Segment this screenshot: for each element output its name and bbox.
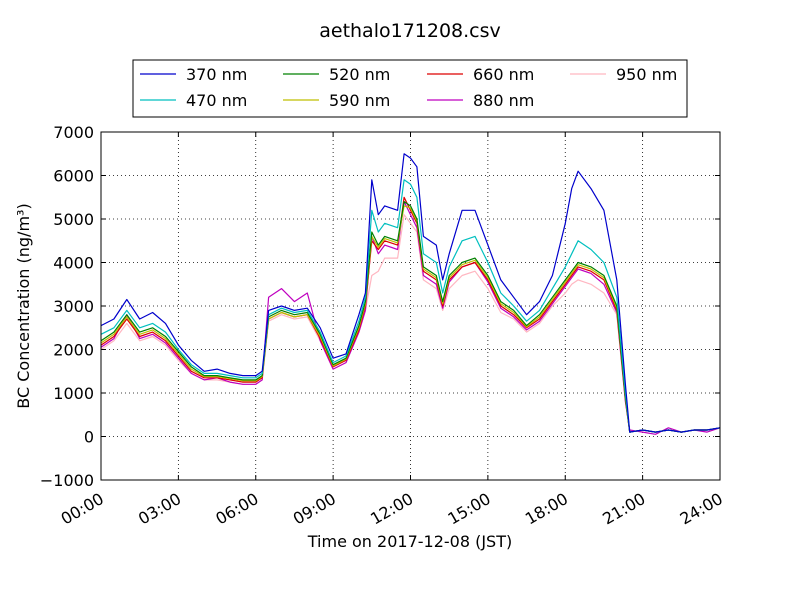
series-line-950-nm [100, 214, 721, 433]
x-axis-label: Time on 2017-12-08 (JST) [307, 532, 512, 551]
series-line-470-nm [100, 179, 721, 433]
legend-label: 590 nm [329, 91, 390, 110]
legend-label: 660 nm [473, 65, 534, 84]
y-axis-label: BC Concentration (ng/m³) [14, 203, 33, 408]
y-tick-label: 6000 [53, 167, 94, 186]
y-tick-label: 2000 [53, 341, 94, 360]
chart-title: aethalo171208.csv [319, 20, 501, 42]
legend-label: 370 nm [186, 65, 247, 84]
legend-label: 520 nm [329, 65, 390, 84]
legend-item: 950 nm [570, 65, 677, 84]
legend-item: 880 nm [427, 91, 534, 110]
y-axis-ticks: −1000 0 1000 2000 3000 4000 5000 6000 7000 [40, 123, 720, 490]
legend-item: 590 nm [283, 91, 390, 110]
legend-frame [132, 59, 688, 118]
legend-item: 470 nm [140, 91, 247, 110]
legend-label: 470 nm [186, 91, 247, 110]
y-tick-label: 7000 [53, 123, 94, 142]
series-line-520-nm [100, 201, 721, 433]
chart-legend: 370 nm 470 nm 520 nm 590 nm 660 nm 880 nm 950 … [132, 59, 688, 118]
series-line-370-nm [100, 153, 721, 433]
series-line-590-nm [100, 205, 721, 433]
legend-label: 950 nm [616, 65, 677, 84]
y-tick-label: 3000 [53, 297, 94, 316]
series-layer [100, 153, 721, 435]
series-line-660-nm [100, 196, 721, 433]
y-tick-label: 0 [84, 428, 94, 447]
y-tick-label: 4000 [53, 254, 94, 273]
legend-item: 660 nm [427, 65, 534, 84]
y-tick-label: 5000 [53, 210, 94, 229]
legend-item: 520 nm [283, 65, 390, 84]
y-tick-label: 1000 [53, 384, 94, 403]
legend-label: 880 nm [473, 91, 534, 110]
legend-item: 370 nm [140, 65, 247, 84]
y-tick-label: −1000 [40, 471, 94, 490]
series-line-880-nm [100, 201, 721, 435]
